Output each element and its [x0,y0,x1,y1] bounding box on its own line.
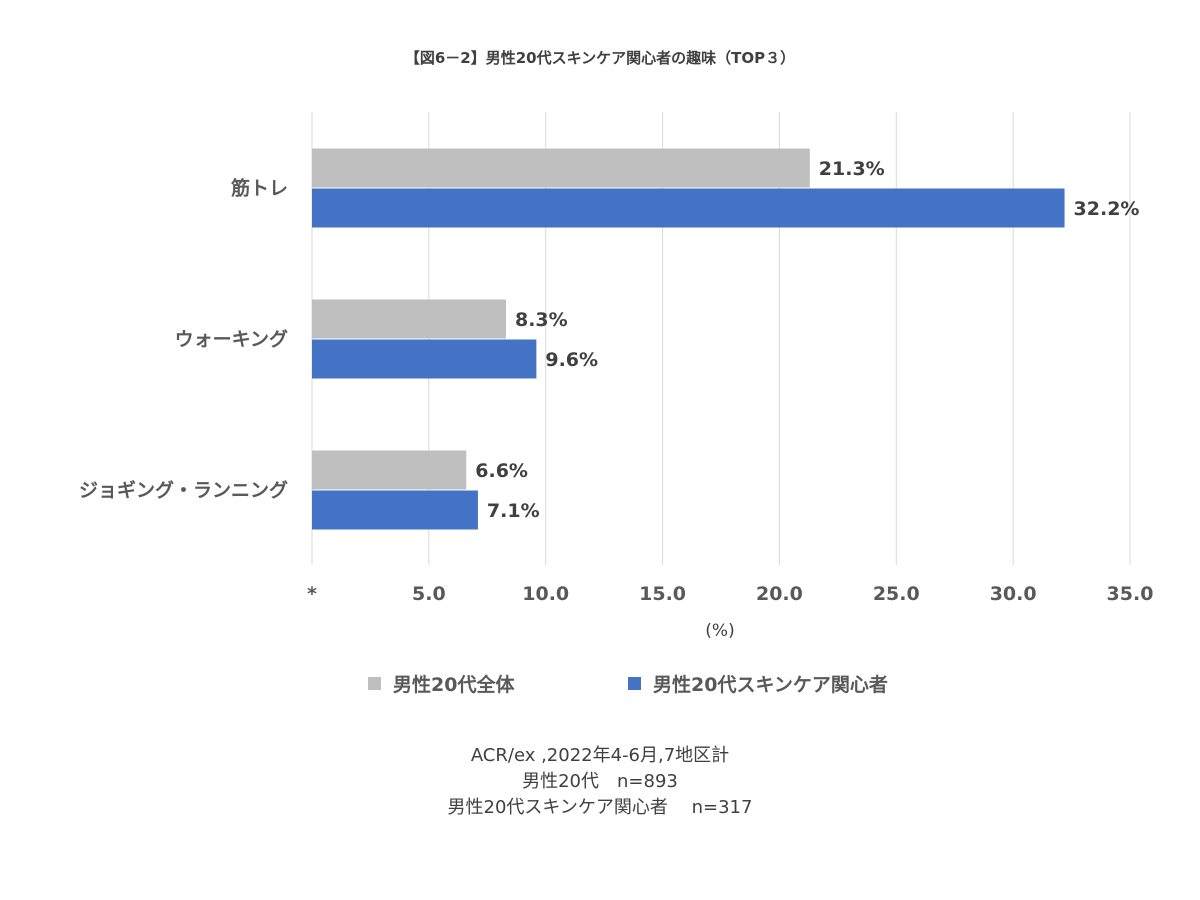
bar-walking-skincare [312,339,537,379]
bar-jogging-running-all [312,450,467,490]
x-axis-title: (%) [705,621,734,641]
legend-item-skincare: 男性20代スキンケア関心者 [628,670,888,697]
footnote-line-sample-skincare: 男性20代スキンケア関心者 n=317 [447,797,753,818]
x-tick-label-0: * [307,583,317,605]
bar-weight-training-all [312,148,810,188]
footnote: ACR/ex ,2022年4-6月,7地区計 男性20代 n=893 男性20代… [0,743,1200,821]
data-label-walking-all: 8.3% [515,309,568,331]
category-label-weight-training: 筋トレ [231,177,288,200]
legend: 男性20代全体 男性20代スキンケア関心者 [0,670,1200,700]
data-label-walking-skincare: 9.6% [545,349,598,371]
bar-walking-all [312,299,506,339]
legend-label-all: 男性20代全体 [393,674,515,696]
category-label-jogging-running: ジョギング・ランニング [79,479,288,502]
x-tick-label-3: 15.0 [639,583,686,605]
category-label-walking: ウォーキング [175,328,288,351]
data-label-weight-training-skincare: 32.2% [1074,198,1140,220]
legend-item-all: 男性20代全体 [368,670,514,697]
x-tick-label-5: 25.0 [873,583,920,605]
data-label-jogging-running-all: 6.6% [475,460,528,482]
bar-jogging-running-skincare [312,490,478,530]
footnote-line-source: ACR/ex ,2022年4-6月,7地区計 [470,745,730,766]
data-label-jogging-running-skincare: 7.1% [487,500,540,522]
x-tick-label-2: 10.0 [522,583,569,605]
data-labels: 21.3% 32.2% 8.3% 9.6% 6.6% 7.1% [475,158,1139,522]
bars [312,148,1065,530]
data-label-weight-training-all: 21.3% [819,158,885,180]
bar-chart: 21.3% 32.2% 8.3% 9.6% 6.6% 7.1% 筋トレウォーキングジョギン… [79,112,1153,641]
x-tick-label-1: 5.0 [412,583,446,605]
x-tick-label-6: 30.0 [990,583,1037,605]
legend-swatch-all [368,677,381,690]
legend-label-skincare: 男性20代スキンケア関心者 [653,674,888,696]
footnote-line-sample-all: 男性20代 n=893 [522,771,678,792]
x-tick-label-7: 35.0 [1107,583,1154,605]
chart-title: 【図6－2】男性20代スキンケア関心者の趣味（TOP３） [404,49,796,67]
x-tick-label-4: 20.0 [756,583,803,605]
x-tick-labels: * 5.0 10.0 15.0 20.0 25.0 30.0 35.0 [307,583,1153,605]
legend-swatch-skincare [628,677,641,690]
bar-weight-training-skincare [312,188,1065,228]
